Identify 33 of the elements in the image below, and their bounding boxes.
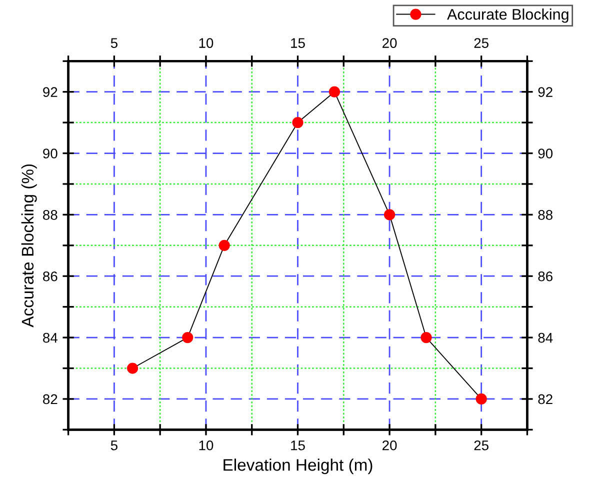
y2-tick-label: 84 xyxy=(538,332,553,343)
x-axis-title: Elevation Height (m) xyxy=(224,458,372,474)
x-tick-label: 5 xyxy=(110,440,118,450)
x2-tick-label: 25 xyxy=(474,38,488,48)
y2-tick-label: 86 xyxy=(538,271,552,282)
x-tick-label: 20 xyxy=(382,440,397,450)
point xyxy=(328,86,340,98)
point xyxy=(476,393,487,405)
y2-tick-label: 92 xyxy=(538,87,552,98)
x2-tick-label: 20 xyxy=(382,38,397,48)
x-tick-label: 10 xyxy=(199,440,214,450)
x-tick-label: 15 xyxy=(291,440,305,450)
y2-tick-label: 88 xyxy=(538,210,552,220)
y-tick-label: 86 xyxy=(43,271,58,282)
point xyxy=(126,362,138,374)
y-tick-label: 84 xyxy=(43,332,58,343)
x2-tick-label: 15 xyxy=(291,38,305,48)
point xyxy=(420,332,432,344)
y-tick-label: 82 xyxy=(43,394,58,404)
x2-tick-label: 5 xyxy=(110,38,118,48)
y2-tick-label: 82 xyxy=(538,394,552,404)
point xyxy=(182,332,194,344)
y-tick-label: 92 xyxy=(43,87,58,98)
legend-label: Accurate Blocking xyxy=(447,8,568,23)
x-tick-label: 25 xyxy=(474,440,488,450)
point xyxy=(384,209,396,220)
y-tick-label: 90 xyxy=(43,148,58,158)
y2-tick-label: 90 xyxy=(538,148,553,158)
point xyxy=(218,240,230,251)
point xyxy=(292,116,304,128)
y-axis-title: Accurate Blocking (%) xyxy=(21,164,37,328)
y-tick-label: 88 xyxy=(43,210,58,220)
x2-tick-label: 10 xyxy=(199,38,214,48)
